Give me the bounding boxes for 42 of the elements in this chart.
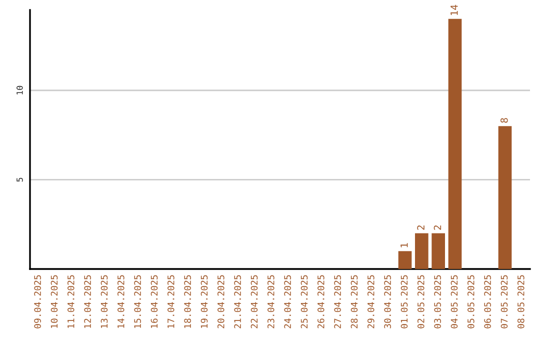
x-tick-label: 17.04.2025: [167, 275, 174, 328]
x-tick-label: 08.05.2025: [517, 275, 524, 328]
x-tick-label: 20.04.2025: [217, 275, 224, 328]
data-label: 1: [400, 243, 408, 248]
x-tick-label: 13.04.2025: [100, 275, 108, 328]
bar: [432, 233, 445, 269]
x-tick-label: 11.04.2025: [67, 275, 74, 328]
x-tick-label: 23.04.2025: [267, 275, 274, 328]
x-tick-label: 15.04.2025: [134, 275, 141, 328]
x-tick-label: 25.04.2025: [300, 275, 308, 328]
x-tick-label: 05.05.2025: [467, 275, 474, 328]
x-tick-label: 21.04.2025: [234, 275, 241, 328]
x-tick-label: 27.04.2025: [334, 275, 341, 328]
data-label: 8: [500, 118, 508, 123]
x-tick-label: 01.05.2025: [400, 275, 408, 328]
x-tick-label: 07.05.2025: [500, 275, 508, 328]
bar: [398, 251, 412, 269]
x-tick-label: 18.04.2025: [184, 275, 191, 328]
bar: [448, 18, 462, 269]
data-label: 2: [417, 225, 424, 230]
data-label: 2: [434, 225, 442, 230]
x-tick-label: 28.04.2025: [350, 275, 358, 328]
x-tick-label: 30.04.2025: [384, 275, 391, 328]
x-tick-label: 24.04.2025: [284, 275, 291, 328]
bar: [415, 233, 428, 269]
x-tick-label: 22.04.2025: [250, 275, 258, 328]
bar: [498, 126, 512, 269]
x-tick-label: 26.04.2025: [317, 275, 324, 328]
x-tick-label: 16.04.2025: [150, 275, 158, 328]
data-label: 14: [450, 4, 458, 15]
x-tick-label: 19.04.2025: [200, 275, 208, 328]
x-tick-label: 04.05.2025: [450, 275, 458, 328]
x-tick-label: 12.04.2025: [84, 275, 91, 328]
x-tick-label: 29.04.2025: [367, 275, 374, 328]
y-tick-label: 5: [16, 178, 23, 182]
x-tick-label: 14.04.2025: [117, 275, 124, 328]
x-tick-label: 09.04.2025: [34, 275, 41, 328]
y-tick-label: 10: [16, 86, 23, 94]
x-tick-label: 03.05.2025: [434, 275, 441, 328]
x-tick-label: 02.05.2025: [417, 275, 424, 328]
x-tick-label: 10.04.2025: [50, 275, 58, 328]
x-tick-label: 06.05.2025: [484, 275, 491, 328]
